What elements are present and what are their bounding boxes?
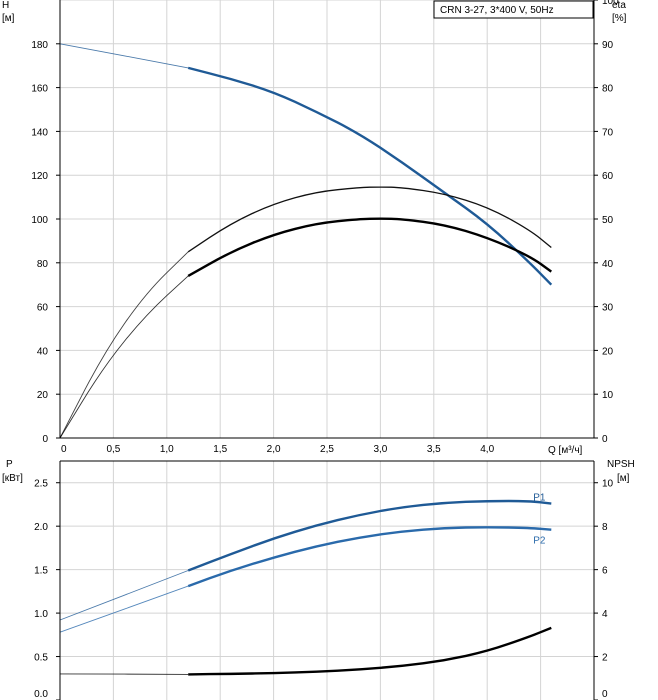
top-right-tick-label: 100 <box>602 0 619 7</box>
top-left-tick-label: 40 <box>37 346 49 357</box>
top-series-2-extrapolated-line <box>59 275 189 439</box>
bottom-right-tick-label: 6 <box>602 566 608 577</box>
x-tick-label: 1,5 <box>213 444 227 455</box>
top-series-2-line <box>187 217 553 277</box>
bottom-right-tick-label: 10 <box>602 479 614 490</box>
top-right-tick-label: 70 <box>602 127 614 138</box>
bottom-right-tick-label: 8 <box>602 522 608 533</box>
series-p1-label: P1 <box>533 493 546 504</box>
bottom-left-tick-label: 2.5 <box>34 479 48 490</box>
bottom-left-tick-label: 1.5 <box>34 566 48 577</box>
top-panel: 0 0,5 1,0 1,5 2,0 2,5 3,0 3,5 4,0020406080100120… <box>2 0 627 456</box>
bottom-grid <box>56 461 598 700</box>
bottom-left-axis-unit: [кВт] <box>2 473 23 484</box>
top-right-tick-label: 90 <box>602 40 614 51</box>
top-series-0-line <box>187 66 553 286</box>
top-series-1-extrapolated-line <box>59 251 189 439</box>
top-ticks: 0 0,5 1,0 1,5 2,0 2,5 3,0 3,5 4,0020406080100120… <box>31 0 619 455</box>
top-right-tick-label: 50 <box>602 215 614 226</box>
top-left-tick-label: 140 <box>31 127 48 138</box>
top-grid <box>56 0 598 439</box>
top-right-tick-label: 10 <box>602 390 614 401</box>
bottom-right-tick-label: 2 <box>602 653 608 664</box>
bottom-left-axis-label: P <box>6 459 13 470</box>
top-left-tick-label: 180 <box>31 40 48 51</box>
series-p1-extrapolated-line <box>59 570 189 621</box>
legend-box <box>433 0 594 19</box>
bottom-right-axis-label: NPSH <box>607 459 635 470</box>
series-p2-line <box>187 526 552 588</box>
top-left-tick-label: 80 <box>37 259 49 270</box>
legend-box-text: CRN 3-27, 3*400 V, 50Hz <box>440 5 554 16</box>
top-right-tick-label: 0 <box>602 434 608 445</box>
bottom-panel: 0.0 0.5 1.0 1.5 2.0 2.5 0 2 4 6 8 10 P1 P2 P [кВт] N… <box>2 459 635 700</box>
top-left-tick-label: 60 <box>37 303 49 314</box>
top-series-0-extrapolated-line <box>59 43 189 69</box>
bottom-left-tick-label: 0.5 <box>34 653 48 664</box>
bottom-series: P1 P2 <box>59 493 552 676</box>
bottom-series-2-extrapolated-line <box>59 673 189 675</box>
top-left-axis-unit: [м] <box>2 13 15 24</box>
bottom-left-tick-label: 2.0 <box>34 522 48 533</box>
x-tick-label: 3,0 <box>373 444 387 455</box>
series-p2-label: P2 <box>533 536 546 547</box>
top-series-1-line <box>187 186 552 253</box>
top-right-tick-label: 30 <box>602 303 614 314</box>
top-right-axis-label: eta <box>612 0 626 11</box>
x-tick-label: 4,0 <box>480 444 494 455</box>
x-tick-label: 1,0 <box>160 444 174 455</box>
top-left-tick-label: 0 <box>42 434 48 445</box>
top-series <box>59 43 553 439</box>
bottom-ticks: 0.0 0.5 1.0 1.5 2.0 2.5 0 2 4 6 8 10 <box>34 479 613 700</box>
top-left-tick-label: 100 <box>31 215 48 226</box>
series-p2-extrapolated-line <box>59 585 189 633</box>
top-right-tick-label: 40 <box>602 259 614 270</box>
top-right-tick-label: 20 <box>602 346 614 357</box>
bottom-right-tick-label: 4 <box>602 609 608 620</box>
top-left-tick-label: 120 <box>31 171 48 182</box>
top-right-tick-label: 80 <box>602 84 614 95</box>
x-tick-label: 2,0 <box>267 444 281 455</box>
top-right-tick-label: 60 <box>602 171 614 182</box>
x-axis-label: Q [м³/ч] <box>548 445 583 456</box>
top-left-axis-label: H <box>2 0 9 11</box>
top-left-tick-label: 160 <box>31 84 48 95</box>
x-tick-label: 0 <box>61 444 67 455</box>
top-left-tick-label: 20 <box>37 390 49 401</box>
top-right-axis-unit: [%] <box>612 13 627 24</box>
bottom-right-axis-unit: [м] <box>617 473 630 484</box>
x-tick-label: 0,5 <box>106 444 120 455</box>
bottom-left-tick-label: 1.0 <box>34 609 48 620</box>
bottom-right-tick-label: 0 <box>602 689 608 700</box>
series-p1-line <box>187 499 552 572</box>
bottom-left-tick-label: 0.0 <box>34 689 48 700</box>
bottom-series-2-line <box>188 626 552 676</box>
x-tick-label: 2,5 <box>320 444 334 455</box>
x-tick-label: 3,5 <box>427 444 441 455</box>
